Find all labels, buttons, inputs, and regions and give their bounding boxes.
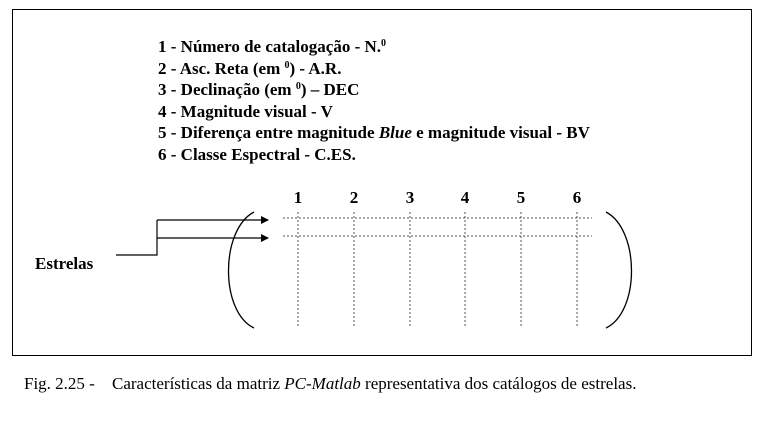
- column-header: 2: [350, 188, 359, 207]
- right-parenthesis: [605, 211, 632, 329]
- caption-label: Fig. 2.25 -: [24, 374, 95, 393]
- legend-item-3: 3 - Declinação (em 0) – DEC: [158, 80, 360, 99]
- column-headers: 1 2 3 4 5 6: [294, 188, 582, 207]
- left-parenthesis: [228, 211, 255, 329]
- legend-item-5: 5 - Diferença entre magnitude Blue e mag…: [158, 123, 590, 142]
- column-header: 5: [517, 188, 526, 207]
- legend-item-1: 1 - Número de catalogação - N.0: [158, 37, 387, 56]
- column-header: 1: [294, 188, 303, 207]
- column-header: 6: [573, 188, 582, 207]
- figure-caption: Fig. 2.25 - Características da matriz PC…: [24, 373, 690, 395]
- connector-bracket: [116, 220, 158, 256]
- column-header: 3: [406, 188, 415, 207]
- legend-item-6: 6 - Classe Espectral - C.ES.: [158, 144, 356, 164]
- column-header: 4: [461, 188, 470, 207]
- caption-text: Características da matriz PC-Matlab repr…: [112, 374, 637, 393]
- matrix-grid: [283, 212, 592, 328]
- legend-item-4: 4 - Magnitude visual - V: [158, 101, 333, 121]
- legend-item-2: 2 - Asc. Reta (em 0) - A.R.: [158, 58, 342, 78]
- column-legend: 1 - Número de catalogação - N.0 2 - Asc.…: [158, 36, 590, 165]
- rows-label: Estrelas: [35, 254, 94, 273]
- figure-frame: [12, 9, 752, 356]
- row-connector: [116, 216, 269, 256]
